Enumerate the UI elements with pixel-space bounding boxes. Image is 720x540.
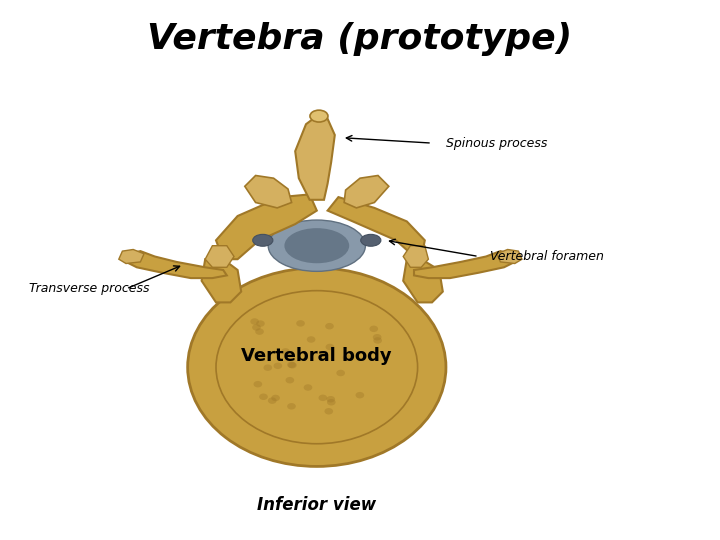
Circle shape <box>288 362 297 368</box>
Polygon shape <box>119 249 144 264</box>
Polygon shape <box>328 197 425 259</box>
Polygon shape <box>414 251 515 278</box>
Ellipse shape <box>188 268 446 467</box>
Circle shape <box>327 399 336 406</box>
Circle shape <box>287 403 296 409</box>
Polygon shape <box>202 259 241 302</box>
Circle shape <box>259 394 268 400</box>
Circle shape <box>325 323 334 329</box>
Circle shape <box>274 362 282 369</box>
Text: Vertebral foramen: Vertebral foramen <box>490 250 603 263</box>
Text: Spinous process: Spinous process <box>446 137 548 150</box>
Text: Vertebra (prototype): Vertebra (prototype) <box>148 22 572 56</box>
Polygon shape <box>126 251 227 278</box>
Polygon shape <box>497 249 522 264</box>
Polygon shape <box>216 194 317 259</box>
Ellipse shape <box>284 228 349 263</box>
Circle shape <box>253 381 262 387</box>
Circle shape <box>251 318 259 325</box>
Circle shape <box>336 370 345 376</box>
Polygon shape <box>295 116 335 200</box>
Ellipse shape <box>310 110 328 122</box>
Circle shape <box>256 320 265 327</box>
Circle shape <box>296 320 305 327</box>
Ellipse shape <box>268 220 366 271</box>
Circle shape <box>286 377 294 383</box>
Polygon shape <box>403 246 428 267</box>
Circle shape <box>271 395 280 401</box>
Circle shape <box>264 364 272 371</box>
Text: Vertebral body: Vertebral body <box>241 347 392 366</box>
Circle shape <box>373 334 382 340</box>
Polygon shape <box>403 259 443 302</box>
Circle shape <box>343 354 351 361</box>
Circle shape <box>326 396 335 402</box>
Circle shape <box>325 408 333 415</box>
Circle shape <box>282 348 290 355</box>
Circle shape <box>307 336 315 343</box>
Circle shape <box>268 397 276 404</box>
Ellipse shape <box>361 234 381 246</box>
Circle shape <box>325 344 334 350</box>
Circle shape <box>318 395 327 401</box>
Polygon shape <box>245 176 292 208</box>
Polygon shape <box>205 246 234 267</box>
Circle shape <box>287 362 296 368</box>
Circle shape <box>369 326 378 332</box>
Circle shape <box>356 392 364 399</box>
Polygon shape <box>344 176 389 208</box>
Circle shape <box>304 384 312 391</box>
Text: Inferior view: Inferior view <box>257 496 377 514</box>
Circle shape <box>255 328 264 335</box>
Circle shape <box>252 324 261 330</box>
Ellipse shape <box>253 234 273 246</box>
Text: Transverse process: Transverse process <box>29 282 149 295</box>
Circle shape <box>374 337 382 343</box>
